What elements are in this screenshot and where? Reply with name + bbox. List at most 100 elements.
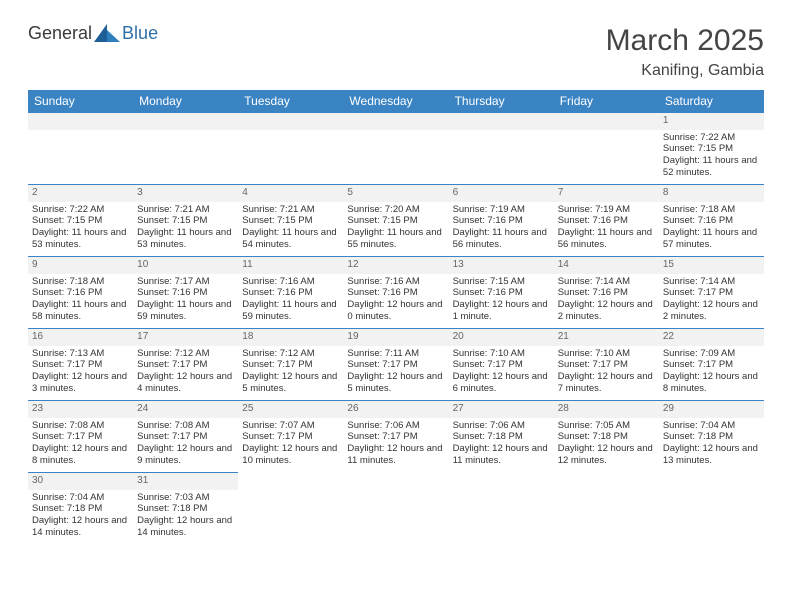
day-number: 21 bbox=[554, 329, 659, 346]
daylight-text: Daylight: 12 hours and 11 minutes. bbox=[453, 443, 550, 467]
day-number: 14 bbox=[554, 257, 659, 274]
daylight-text: Daylight: 12 hours and 4 minutes. bbox=[137, 371, 234, 395]
daylight-text: Daylight: 12 hours and 12 minutes. bbox=[558, 443, 655, 467]
sunset-text: Sunset: 7:15 PM bbox=[347, 215, 444, 227]
sunrise-text: Sunrise: 7:03 AM bbox=[137, 492, 234, 504]
weekday-header: Tuesday bbox=[238, 90, 343, 113]
daylight-text: Daylight: 11 hours and 53 minutes. bbox=[32, 227, 129, 251]
day-number: 15 bbox=[659, 257, 764, 274]
weekday-header: Sunday bbox=[28, 90, 133, 113]
sunset-text: Sunset: 7:18 PM bbox=[137, 503, 234, 515]
day-number: 13 bbox=[449, 257, 554, 274]
day-number: 8 bbox=[659, 185, 764, 202]
sunrise-text: Sunrise: 7:15 AM bbox=[453, 276, 550, 288]
calendar-cell-empty bbox=[554, 113, 659, 185]
calendar-row: 2Sunrise: 7:22 AMSunset: 7:15 PMDaylight… bbox=[28, 185, 764, 257]
sunset-text: Sunset: 7:18 PM bbox=[558, 431, 655, 443]
calendar-cell: 10Sunrise: 7:17 AMSunset: 7:16 PMDayligh… bbox=[133, 257, 238, 329]
calendar-cell: 9 Sunrise: 7:18 AMSunset: 7:16 PMDaylight… bbox=[28, 257, 133, 329]
sunrise-text: Sunrise: 7:16 AM bbox=[347, 276, 444, 288]
sunrise-text: Sunrise: 7:04 AM bbox=[32, 492, 129, 504]
daylight-text: Daylight: 12 hours and 2 minutes. bbox=[663, 299, 760, 323]
sunset-text: Sunset: 7:16 PM bbox=[663, 215, 760, 227]
sunrise-text: Sunrise: 7:11 AM bbox=[347, 348, 444, 360]
day-number: 19 bbox=[343, 329, 448, 346]
sunset-text: Sunset: 7:16 PM bbox=[453, 287, 550, 299]
daylight-text: Daylight: 12 hours and 7 minutes. bbox=[558, 371, 655, 395]
sunset-text: Sunset: 7:15 PM bbox=[137, 215, 234, 227]
calendar-cell: 21Sunrise: 7:10 AMSunset: 7:17 PMDayligh… bbox=[554, 329, 659, 401]
sunrise-text: Sunrise: 7:10 AM bbox=[453, 348, 550, 360]
sunrise-text: Sunrise: 7:18 AM bbox=[32, 276, 129, 288]
daylight-text: Daylight: 11 hours and 52 minutes. bbox=[663, 155, 760, 179]
day-number: 25 bbox=[238, 401, 343, 418]
day-number: 1 bbox=[659, 113, 764, 130]
daylight-text: Daylight: 12 hours and 8 minutes. bbox=[663, 371, 760, 395]
sunset-text: Sunset: 7:16 PM bbox=[32, 287, 129, 299]
daylight-text: Daylight: 11 hours and 57 minutes. bbox=[663, 227, 760, 251]
sunrise-text: Sunrise: 7:08 AM bbox=[32, 420, 129, 432]
calendar-table: SundayMondayTuesdayWednesdayThursdayFrid… bbox=[28, 90, 764, 545]
calendar-cell: 8Sunrise: 7:18 AMSunset: 7:16 PMDaylight… bbox=[659, 185, 764, 257]
sunset-text: Sunset: 7:17 PM bbox=[242, 431, 339, 443]
sunset-text: Sunset: 7:17 PM bbox=[663, 287, 760, 299]
day-number: 4 bbox=[238, 185, 343, 202]
sunset-text: Sunset: 7:17 PM bbox=[347, 431, 444, 443]
calendar-cell: 24Sunrise: 7:08 AMSunset: 7:17 PMDayligh… bbox=[133, 401, 238, 473]
calendar-row: 16Sunrise: 7:13 AMSunset: 7:17 PMDayligh… bbox=[28, 329, 764, 401]
sunrise-text: Sunrise: 7:20 AM bbox=[347, 204, 444, 216]
daylight-text: Daylight: 12 hours and 6 minutes. bbox=[453, 371, 550, 395]
day-number: 6 bbox=[449, 185, 554, 202]
daylight-text: Daylight: 12 hours and 1 minute. bbox=[453, 299, 550, 323]
calendar-cell-empty bbox=[449, 473, 554, 545]
sunrise-text: Sunrise: 7:13 AM bbox=[32, 348, 129, 360]
calendar-cell-empty bbox=[449, 113, 554, 185]
calendar-cell: 4Sunrise: 7:21 AMSunset: 7:15 PMDaylight… bbox=[238, 185, 343, 257]
weekday-header: Thursday bbox=[449, 90, 554, 113]
sunset-text: Sunset: 7:16 PM bbox=[137, 287, 234, 299]
header: General Blue March 2025 Kanifing, Gambia bbox=[28, 24, 764, 80]
logo-text-general: General bbox=[28, 24, 92, 42]
calendar-cell: 26Sunrise: 7:06 AMSunset: 7:17 PMDayligh… bbox=[343, 401, 448, 473]
calendar-cell: 17Sunrise: 7:12 AMSunset: 7:17 PMDayligh… bbox=[133, 329, 238, 401]
day-number: 24 bbox=[133, 401, 238, 418]
weekday-header-row: SundayMondayTuesdayWednesdayThursdayFrid… bbox=[28, 90, 764, 113]
weekday-header: Friday bbox=[554, 90, 659, 113]
daylight-text: Daylight: 12 hours and 0 minutes. bbox=[347, 299, 444, 323]
calendar-cell: 29Sunrise: 7:04 AMSunset: 7:18 PMDayligh… bbox=[659, 401, 764, 473]
calendar-row: 1 Sunrise: 7:22 AMSunset: 7:15 PMDaylight… bbox=[28, 113, 764, 185]
sunrise-text: Sunrise: 7:12 AM bbox=[242, 348, 339, 360]
sunrise-text: Sunrise: 7:16 AM bbox=[242, 276, 339, 288]
sunrise-text: Sunrise: 7:22 AM bbox=[32, 204, 129, 216]
sunset-text: Sunset: 7:15 PM bbox=[663, 143, 760, 155]
sunset-text: Sunset: 7:17 PM bbox=[137, 359, 234, 371]
calendar-cell: 23Sunrise: 7:08 AMSunset: 7:17 PMDayligh… bbox=[28, 401, 133, 473]
calendar-cell: 7Sunrise: 7:19 AMSunset: 7:16 PMDaylight… bbox=[554, 185, 659, 257]
sunrise-text: Sunrise: 7:07 AM bbox=[242, 420, 339, 432]
sunrise-text: Sunrise: 7:19 AM bbox=[453, 204, 550, 216]
logo-text-blue: Blue bbox=[122, 24, 158, 42]
calendar-cell: 20Sunrise: 7:10 AMSunset: 7:17 PMDayligh… bbox=[449, 329, 554, 401]
day-number: 5 bbox=[343, 185, 448, 202]
calendar-cell: 31Sunrise: 7:03 AMSunset: 7:18 PMDayligh… bbox=[133, 473, 238, 545]
sunrise-text: Sunrise: 7:21 AM bbox=[242, 204, 339, 216]
day-number: 9 bbox=[28, 257, 133, 274]
sunrise-text: Sunrise: 7:08 AM bbox=[137, 420, 234, 432]
location: Kanifing, Gambia bbox=[606, 62, 764, 80]
logo-arrow-icon bbox=[94, 24, 120, 42]
day-number: 10 bbox=[133, 257, 238, 274]
calendar-cell-empty bbox=[28, 113, 133, 185]
calendar-cell: 15 Sunrise: 7:14 AMSunset: 7:17 PMDayligh… bbox=[659, 257, 764, 329]
daylight-text: Daylight: 11 hours and 53 minutes. bbox=[137, 227, 234, 251]
sunset-text: Sunset: 7:18 PM bbox=[663, 431, 760, 443]
daylight-text: Daylight: 11 hours and 58 minutes. bbox=[32, 299, 129, 323]
sunrise-text: Sunrise: 7:14 AM bbox=[663, 276, 760, 288]
calendar-cell: 5Sunrise: 7:20 AMSunset: 7:15 PMDaylight… bbox=[343, 185, 448, 257]
weekday-header: Monday bbox=[133, 90, 238, 113]
calendar-cell: 18Sunrise: 7:12 AMSunset: 7:17 PMDayligh… bbox=[238, 329, 343, 401]
sunrise-text: Sunrise: 7:22 AM bbox=[663, 132, 760, 144]
calendar-row: 9Sunrise: 7:18 AMSunset: 7:16 PMDaylight… bbox=[28, 257, 764, 329]
sunrise-text: Sunrise: 7:12 AM bbox=[137, 348, 234, 360]
sunset-text: Sunset: 7:16 PM bbox=[558, 215, 655, 227]
sunrise-text: Sunrise: 7:06 AM bbox=[347, 420, 444, 432]
